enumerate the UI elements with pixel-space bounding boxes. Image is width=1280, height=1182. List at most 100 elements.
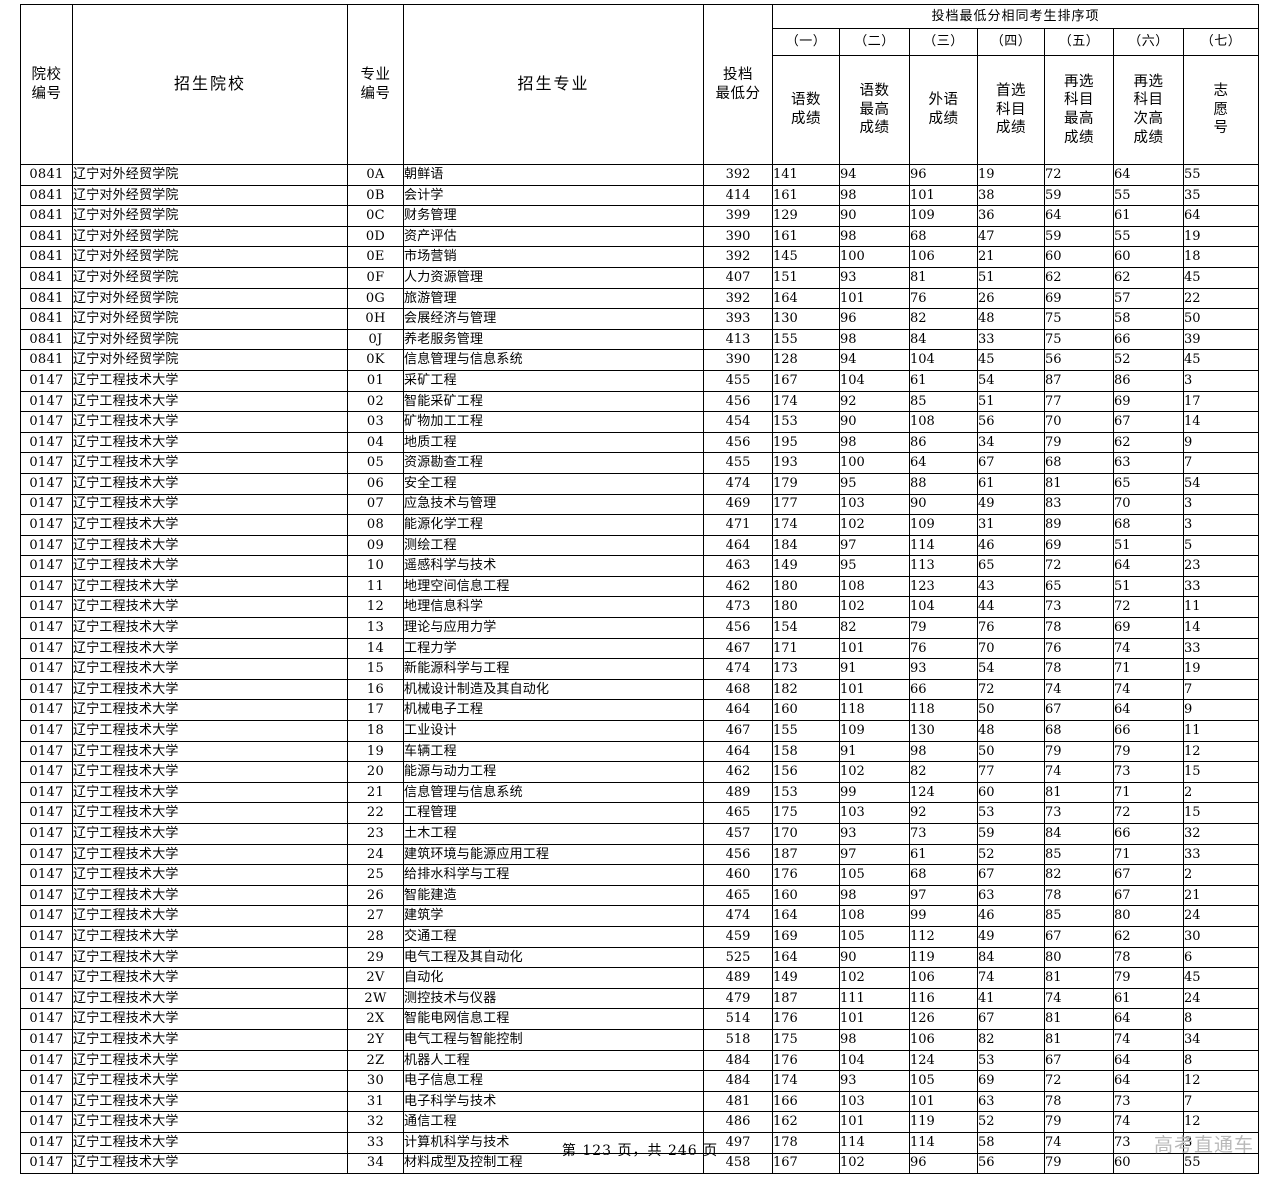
table-row[interactable]: 0147 辽宁工程技术大学 08 能源化学工程 471 174 102 109 31 89 68 3 [20,514,1260,536]
table-cell-school-name: 辽宁工程技术大学 [72,720,348,742]
table-row[interactable]: 0147 辽宁工程技术大学 28 交通工程 459 169 105 112 49 67 62 30 [20,925,1260,948]
table-row[interactable]: 0147 辽宁工程技术大学 2Z 机器人工程 484 176 104 124 53 67 64 8 [20,1049,1260,1072]
table-row[interactable]: 0147 辽宁工程技术大学 03 矿物加工工程 454 153 90 108 56 70 67 14 [20,411,1260,433]
table-row[interactable]: 0147 辽宁工程技术大学 11 地理空间信息工程 462 180 108 123 43 65 51… [20,575,1260,598]
table-row[interactable]: 0841 辽宁对外经贸学院 0C 财务管理 399 129 90 109 36 64 61 64 [20,205,1260,227]
table-row[interactable]: 0147 辽宁工程技术大学 2X 智能电网信息工程 514 176 101 126 67 81 64… [20,1008,1260,1030]
table-cell-rank7: 14 [1182,411,1260,433]
table-cell-major-name: 遥感科学与技术 [403,555,704,577]
table-cell-min-score: 484 [703,1049,773,1072]
table-row[interactable]: 0841 辽宁对外经贸学院 0H 会展经济与管理 393 130 96 82 48 75 58 50 [20,308,1260,330]
table-row[interactable]: 0147 辽宁工程技术大学 14 工程力学 467 171 101 76 70 76 74 33 [20,637,1260,660]
header-r1-line2: 成绩 [791,111,821,127]
table-cell-rank1: 167 [772,369,840,392]
table-cell-rank4: 60 [977,781,1045,804]
table-cell-major-code: 25 [347,864,404,886]
table-row[interactable]: 0147 辽宁工程技术大学 2V 自动化 489 149 102 106 74 81 79 45 [20,967,1260,989]
table-cell-min-score: 392 [703,246,773,268]
table-cell-rank1: 130 [772,308,840,330]
table-cell-rank5: 72 [1044,1070,1114,1092]
table-cell-min-score: 407 [703,266,773,289]
table-cell-min-score: 462 [703,575,773,598]
table-row[interactable]: 0147 辽宁工程技术大学 05 资源勘查工程 455 193 100 64 67 68 63 7 [20,452,1260,474]
table-row[interactable]: 0147 辽宁工程技术大学 25 给排水科学与工程 460 176 105 68 67 82 67 2 [20,864,1260,886]
table-cell-school-name: 辽宁工程技术大学 [72,390,348,413]
table-row[interactable]: 0147 辽宁工程技术大学 06 安全工程 474 179 95 88 61 81 65 54 [20,472,1260,495]
table-row[interactable]: 0147 辽宁工程技术大学 34 材料成型及控制工程 458 167 102 96 56 79 60… [20,1152,1260,1175]
table-row[interactable]: 0841 辽宁对外经贸学院 0K 信息管理与信息系统 390 128 94 104 45 56 52… [20,349,1260,371]
table-row[interactable]: 0147 辽宁工程技术大学 32 通信工程 486 162 101 119 52 79 74 12 [20,1111,1260,1133]
table-row[interactable]: 0147 辽宁工程技术大学 02 智能采矿工程 456 174 92 85 51 77 69 17 [20,390,1260,413]
table-row[interactable]: 0147 辽宁工程技术大学 2Y 电气工程与智能控制 518 175 98 106 82 81 74… [20,1028,1260,1051]
table-cell-school-code: 0147 [20,493,73,516]
table-cell-rank5: 65 [1044,575,1114,598]
table-cell-rank6: 67 [1113,411,1184,433]
table-cell-school-code: 0147 [20,823,73,845]
table-row[interactable]: 0147 辽宁工程技术大学 19 车辆工程 464 158 91 98 50 79 79 12 [20,740,1260,763]
table-cell-school-code: 0147 [20,740,73,763]
table-row[interactable]: 0841 辽宁对外经贸学院 0F 人力资源管理 407 151 93 81 51 62 62 45 [20,266,1260,289]
table-cell-rank3: 84 [909,328,978,351]
table-cell-rank3: 119 [909,1111,978,1133]
table-row[interactable]: 0147 辽宁工程技术大学 29 电气工程及其自动化 525 164 90 119 84 80 78… [20,946,1260,969]
table-row[interactable]: 0147 辽宁工程技术大学 22 工程管理 465 175 103 92 53 73 72 15 [20,802,1260,824]
table-cell-min-score: 479 [703,987,773,1010]
table-row[interactable]: 0147 辽宁工程技术大学 15 新能源科学与工程 474 173 91 93 54 78 71 19 [20,658,1260,680]
table-cell-min-score: 464 [703,740,773,763]
table-row[interactable]: 0147 辽宁工程技术大学 10 遥感科学与技术 463 149 95 113 65 72 64 23 [20,555,1260,577]
table-cell-school-name: 辽宁工程技术大学 [72,946,348,969]
table-row[interactable]: 0147 辽宁工程技术大学 26 智能建造 465 160 98 97 63 78 67 21 [20,884,1260,907]
table-cell-rank4: 26 [977,287,1045,310]
table-row[interactable]: 0147 辽宁工程技术大学 13 理论与应用力学 456 154 82 79 76 78 69 14 [20,617,1260,639]
table-cell-rank5: 68 [1044,720,1114,742]
table-row[interactable]: 0147 辽宁工程技术大学 30 电子信息工程 484 174 93 105 69 72 64 12 [20,1070,1260,1092]
table-row[interactable]: 0841 辽宁对外经贸学院 0E 市场营销 392 145 100 106 21 60 60 18 [20,246,1260,268]
table-row[interactable]: 0147 辽宁工程技术大学 12 地理信息科学 473 180 102 104 44 73 72 11 [20,596,1260,619]
table-cell-rank2: 98 [839,328,910,351]
table-row[interactable]: 0147 辽宁工程技术大学 23 土木工程 457 170 93 73 59 84 66 32 [20,823,1260,845]
table-row[interactable]: 0147 辽宁工程技术大学 04 地质工程 456 195 98 86 34 79 62 9 [20,431,1260,454]
table-cell-rank2: 105 [839,864,910,886]
table-cell-rank2: 108 [839,905,910,927]
table-row[interactable]: 0147 辽宁工程技术大学 16 机械设计制造及其自动化 468 182 101 66 72 74… [20,678,1260,701]
table-row[interactable]: 0147 辽宁工程技术大学 27 建筑学 474 164 108 99 46 85 80 24 [20,905,1260,927]
table-cell-school-code: 0841 [20,308,73,330]
table-row[interactable]: 0841 辽宁对外经贸学院 0A 朝鲜语 392 141 94 96 19 72 64 55 [20,164,1260,186]
table-cell-school-code: 0147 [20,802,73,824]
table-cell-rank6: 86 [1113,369,1184,392]
header-r4-line1: 首选 [996,83,1026,100]
table-cell-school-code: 0147 [20,720,73,742]
table-row[interactable]: 0147 辽宁工程技术大学 01 采矿工程 455 167 104 61 54 87 86 3 [20,369,1260,392]
table-row[interactable]: 0147 辽宁工程技术大学 07 应急技术与管理 469 177 103 90 49 83 70 3 [20,493,1260,516]
table-row[interactable]: 0147 辽宁工程技术大学 09 测绘工程 464 184 97 114 46 69 51 5 [20,534,1260,557]
table-cell-rank5: 81 [1044,781,1114,804]
table-cell-rank6: 60 [1113,1152,1184,1175]
table-cell-major-name: 工程管理 [403,802,704,824]
table-row[interactable]: 0147 辽宁工程技术大学 2W 测控技术与仪器 479 187 111 116 41 74 61 2… [20,987,1260,1010]
table-row[interactable]: 0841 辽宁对外经贸学院 0D 资产评估 390 161 98 68 47 59 55 19 [20,225,1260,248]
table-row[interactable]: 0147 辽宁工程技术大学 21 信息管理与信息系统 489 153 99 124 60 81 71… [20,781,1260,804]
table-cell-rank2: 98 [839,884,910,907]
table-cell-rank7: 8 [1182,1008,1260,1030]
table-cell-min-score: 471 [703,514,773,536]
table-row[interactable]: 0841 辽宁对外经贸学院 0J 养老服务管理 413 155 98 84 33 75 66 39 [20,328,1260,351]
table-cell-rank1: 145 [772,246,840,268]
table-row[interactable]: 0147 辽宁工程技术大学 20 能源与动力工程 462 156 102 82 77 74 73 15 [20,761,1260,783]
table-row[interactable]: 0147 辽宁工程技术大学 31 电子科学与技术 481 166 103 101 63 78 73 7 [20,1090,1260,1113]
table-cell-rank3: 123 [909,575,978,598]
table-row[interactable]: 0841 辽宁对外经贸学院 0B 会计学 414 161 98 101 38 59 55 35 [20,184,1260,207]
table-cell-school-name: 辽宁工程技术大学 [72,637,348,660]
table-cell-rank3: 92 [909,802,978,824]
table-row[interactable]: 0147 辽宁工程技术大学 24 建筑环境与能源应用工程 456 187 97 61 52 85 7… [20,843,1260,866]
table-cell-rank5: 68 [1044,452,1114,474]
table-cell-school-code: 0147 [20,864,73,886]
table-row[interactable]: 0147 辽宁工程技术大学 17 机械电子工程 464 160 118 118 50 67 64 9 [20,699,1260,722]
table-cell-rank6: 64 [1113,164,1184,186]
table-cell-school-name: 辽宁工程技术大学 [72,472,348,495]
header-school-name: 招生院校 [72,4,348,165]
table-row[interactable]: 0147 辽宁工程技术大学 18 工业设计 467 155 109 130 48 68 66 11 [20,720,1260,742]
table-cell-school-code: 0147 [20,1049,73,1072]
header-r5-line3: 最高 [1064,111,1094,127]
table-cell-major-code: 2Z [347,1049,404,1072]
table-row[interactable]: 0841 辽宁对外经贸学院 0G 旅游管理 392 164 101 76 26 69 57 22 [20,287,1260,310]
